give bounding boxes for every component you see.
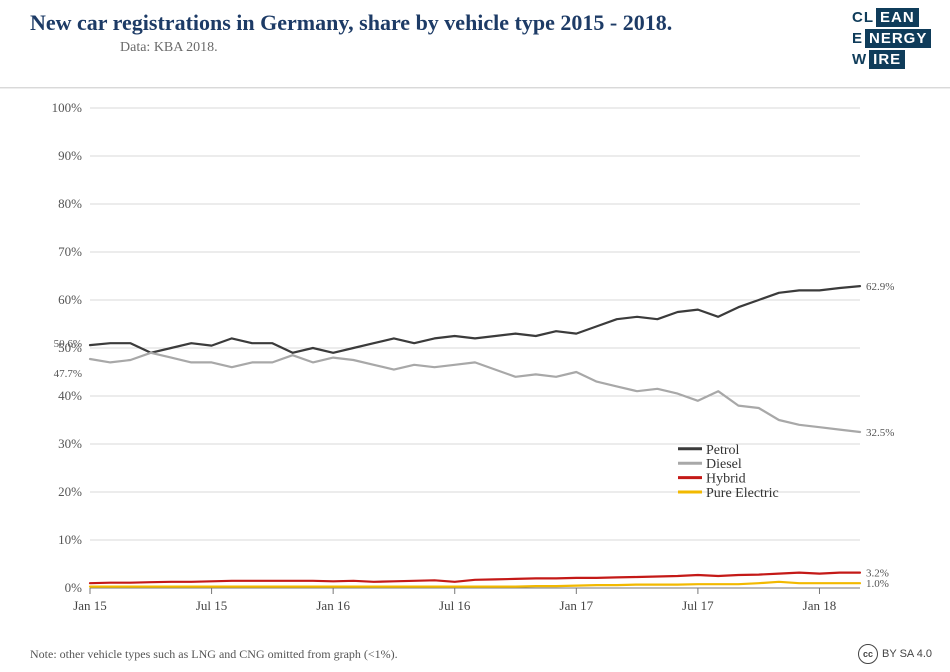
svg-text:1.0%: 1.0% [866,578,889,590]
page-title: New car registrations in Germany, share … [30,10,920,36]
svg-text:Jul 16: Jul 16 [439,598,471,613]
header: New car registrations in Germany, share … [0,0,950,88]
svg-text:Petrol: Petrol [706,443,740,458]
license-text: BY SA 4.0 [882,648,932,660]
svg-text:Jan 15: Jan 15 [73,598,107,613]
svg-text:80%: 80% [58,196,82,211]
svg-text:10%: 10% [58,532,82,547]
svg-text:47.7%: 47.7% [54,368,82,380]
header-divider [0,87,950,88]
svg-text:50.6%: 50.6% [54,338,82,350]
svg-text:90%: 90% [58,148,82,163]
svg-text:30%: 30% [58,436,82,451]
svg-text:62.9%: 62.9% [866,281,894,293]
footnote: Note: other vehicle types such as LNG an… [30,647,398,662]
license: cc BY SA 4.0 [858,644,932,664]
svg-text:60%: 60% [58,292,82,307]
svg-text:32.5%: 32.5% [866,427,894,439]
cc-icon: cc [858,644,878,664]
svg-text:Jan 17: Jan 17 [560,598,594,613]
svg-text:Pure Electric: Pure Electric [706,486,779,501]
svg-text:Hybrid: Hybrid [706,472,746,487]
svg-text:40%: 40% [58,388,82,403]
line-chart: 0%10%20%30%40%50%60%70%80%90%100%Jan 15J… [30,98,920,622]
svg-text:100%: 100% [52,100,83,115]
svg-text:20%: 20% [58,484,82,499]
svg-text:Jan 18: Jan 18 [803,598,837,613]
svg-text:Diesel: Diesel [706,457,742,472]
svg-text:0%: 0% [65,580,83,595]
svg-text:Jan 16: Jan 16 [316,598,350,613]
svg-text:70%: 70% [58,244,82,259]
brand-logo: CLEANENERGYWIRE [852,8,932,71]
svg-text:Jul 15: Jul 15 [196,598,227,613]
page-subtitle: Data: KBA 2018. [120,40,920,56]
svg-text:Jul 17: Jul 17 [682,598,714,613]
